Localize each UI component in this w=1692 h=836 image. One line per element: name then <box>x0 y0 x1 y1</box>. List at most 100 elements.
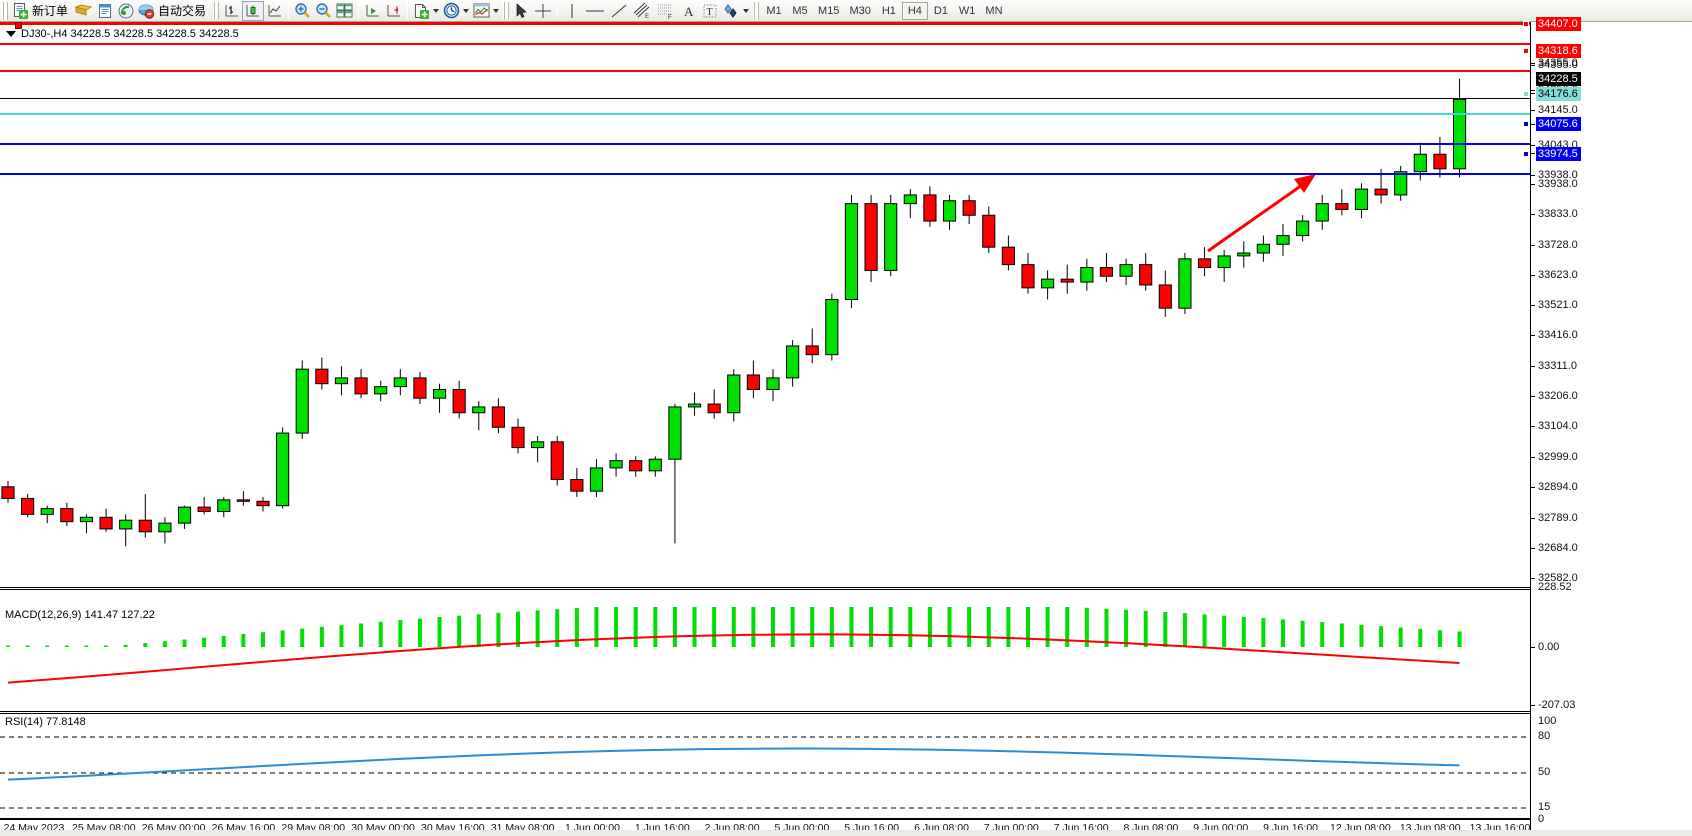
toolbar-divider-3 <box>407 2 409 19</box>
price-plot-area[interactable] <box>0 41 1530 587</box>
text-label-button[interactable]: A <box>678 1 699 21</box>
price-tag-34318[interactable]: 34318.6 <box>1536 44 1581 58</box>
crosshair-button[interactable] <box>532 1 554 21</box>
expert-advisors-button[interactable] <box>73 1 94 21</box>
cursor-button[interactable] <box>511 1 532 21</box>
symbol-header-label: DJ30-,H4 34228.5 34228.5 34228.5 34228.5 <box>21 27 239 40</box>
new-order-button[interactable]: 新订单 <box>10 1 73 21</box>
timeframe-m30[interactable]: M30 <box>849 4 871 17</box>
price-tag-33974[interactable]: 33974.5 <box>1536 147 1581 161</box>
zoom-in-button[interactable] <box>292 1 313 21</box>
period-separators-button[interactable] <box>441 1 471 21</box>
status-bar <box>0 830 1692 836</box>
price-tag-34228-current[interactable]: 34228.5 <box>1536 72 1581 86</box>
timeframe-m15[interactable]: M15 <box>818 4 840 17</box>
level-line-34407[interactable] <box>0 43 1530 45</box>
auto-scroll-button[interactable] <box>362 1 383 21</box>
autotrading-icon <box>138 3 155 19</box>
price-tag-34407[interactable]: 34407.0 <box>1536 17 1581 31</box>
data-window-button[interactable] <box>94 1 115 21</box>
price-axis[interactable]: 34355.0 34250.0 34145.0 34043.0 33938.0 … <box>1523 17 1692 836</box>
level-knob-34075[interactable] <box>1523 121 1529 127</box>
level-line-33974[interactable] <box>0 173 1530 175</box>
new-chart-button[interactable] <box>411 1 441 21</box>
equidistant-channel-button[interactable]: E <box>630 1 654 21</box>
timeframe-d1[interactable]: D1 <box>933 4 948 17</box>
trendline-icon <box>610 3 628 19</box>
chart-shift-icon <box>385 3 402 19</box>
svg-text:A: A <box>684 4 694 19</box>
signal-icon <box>118 3 134 19</box>
toolbar-separator-grip-1[interactable] <box>213 2 220 19</box>
fibonacci-button[interactable]: F <box>654 1 678 21</box>
toolbar-grip[interactable] <box>1 1 8 20</box>
rsi-svg <box>0 736 1530 809</box>
macd-label: MACD(12,26,9) 141.47 127.22 <box>5 609 155 621</box>
toolbar-divider-4 <box>557 2 559 19</box>
bar-chart-button[interactable] <box>221 1 242 21</box>
timeframe-w1[interactable]: W1 <box>958 4 976 17</box>
toolbar-separator-grip-3[interactable] <box>753 2 760 19</box>
macd-pane-separator[interactable] <box>0 587 1530 590</box>
timeframe-mn[interactable]: MN <box>985 4 1003 17</box>
macd-histogram <box>6 607 1462 647</box>
candlestick-chart-button[interactable] <box>242 0 265 21</box>
level-line-34318[interactable] <box>0 70 1530 72</box>
rsi-line <box>7 747 1460 781</box>
indicators-dropdown-arrow[interactable] <box>493 8 500 13</box>
shapes-button[interactable] <box>720 1 751 21</box>
line-chart-button[interactable] <box>264 1 285 21</box>
level-line-34228-current[interactable] <box>0 98 1530 99</box>
symbol-header-row: DJ30-,H4 34228.5 34228.5 34228.5 34228.5 <box>0 27 239 40</box>
rsi-axis-15-label: 15 <box>1538 801 1551 813</box>
price-tag-34176[interactable]: 34176.6 <box>1536 87 1581 101</box>
vertical-line-button[interactable] <box>561 1 582 21</box>
rsi-axis-100-label: 100 <box>1538 715 1557 727</box>
rsi-pane[interactable]: RSI(14) 77.8148 <box>0 713 1530 819</box>
new-chart-dropdown-arrow[interactable] <box>433 8 440 13</box>
rsi-axis-50-label: 50 <box>1538 766 1551 778</box>
equidistant-channel-icon: E <box>632 2 652 19</box>
candlestick-icon <box>245 3 261 19</box>
rsi-axis-0-label: 0 <box>1538 813 1545 825</box>
shapes-icon <box>722 3 740 19</box>
level-line-34176[interactable] <box>0 113 1530 115</box>
svg-text:F: F <box>668 15 672 19</box>
level-knob-33974[interactable] <box>1523 151 1529 157</box>
auto-trading-label: 自动交易 <box>158 4 207 18</box>
chart-menu-arrow-icon[interactable] <box>6 30 16 37</box>
level-knob-34176[interactable] <box>1523 91 1529 97</box>
tile-windows-button[interactable] <box>334 1 355 21</box>
level-line-34075[interactable] <box>0 143 1530 145</box>
level-knob-34407[interactable] <box>1523 21 1529 27</box>
crosshair-icon <box>534 3 552 19</box>
auto-trading-button[interactable]: 自动交易 <box>136 1 211 21</box>
tile-windows-icon <box>336 3 353 18</box>
horizontal-line-button[interactable] <box>582 1 608 21</box>
chart-corner-handle[interactable] <box>15 22 22 29</box>
svg-text:E: E <box>645 14 649 19</box>
fibonacci-icon: F <box>656 2 676 19</box>
text-box-button[interactable]: T <box>699 1 720 21</box>
trendline-button[interactable] <box>608 1 630 21</box>
timeframe-m5[interactable]: M5 <box>792 4 808 17</box>
up-arrow-annotation[interactable] <box>1207 174 1316 253</box>
timeframe-h1[interactable]: H1 <box>881 4 896 17</box>
level-knob-34318[interactable] <box>1523 48 1529 54</box>
timeframe-m1[interactable]: M1 <box>766 4 782 17</box>
price-tag-34075[interactable]: 34075.6 <box>1536 117 1581 131</box>
chart-shift-button[interactable] <box>383 1 404 21</box>
shapes-dropdown-arrow[interactable] <box>743 8 750 13</box>
rsi-label: RSI(14) 77.8148 <box>5 716 86 728</box>
timeframe-h4[interactable]: H4 <box>901 1 928 20</box>
zoom-out-button[interactable] <box>313 1 334 21</box>
period-dropdown-arrow[interactable] <box>463 8 470 13</box>
zoom-in-icon <box>294 2 311 19</box>
macd-signal-line <box>7 633 1460 684</box>
toolbar-separator-grip-2[interactable] <box>503 2 510 19</box>
navigator-button[interactable] <box>115 1 136 21</box>
candle-series <box>1 78 1467 547</box>
macd-pane[interactable]: MACD(12,26,9) 141.47 127.22 <box>0 607 1530 712</box>
indicators-button[interactable] <box>471 1 501 21</box>
